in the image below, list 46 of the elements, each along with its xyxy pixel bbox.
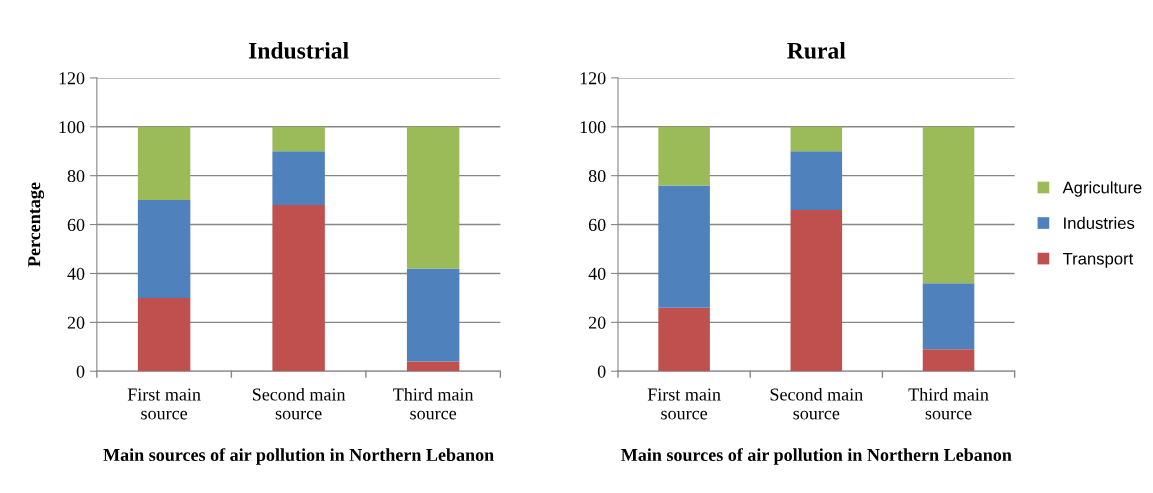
bar bbox=[272, 151, 325, 206]
y-tick-label: 0 bbox=[76, 365, 85, 378]
x-tick-label: Second main source bbox=[252, 387, 346, 420]
x-tick-label: Third main source bbox=[908, 387, 989, 420]
y-tick-label: 80 bbox=[67, 169, 85, 183]
bar bbox=[406, 268, 460, 362]
y-tick-label: 60 bbox=[588, 218, 606, 231]
y-tick-label: 40 bbox=[67, 267, 85, 280]
bar bbox=[658, 185, 710, 308]
bar bbox=[658, 126, 710, 186]
y-tick-label: 120 bbox=[580, 72, 606, 85]
bar bbox=[137, 297, 191, 372]
x-axis-title: Main sources of air pollution in Northern Lebanon bbox=[621, 448, 1012, 465]
y-tick-label: 0 bbox=[597, 365, 606, 378]
y-tick-label: 20 bbox=[67, 316, 85, 329]
bar bbox=[658, 307, 710, 372]
x-axis-title: Main sources of air pollution in Northern Lebanon bbox=[103, 448, 494, 465]
legend-label: Agriculture bbox=[1062, 181, 1142, 197]
bar bbox=[790, 126, 843, 152]
y-tick-label: 60 bbox=[67, 218, 85, 231]
legend-label: Industries bbox=[1064, 216, 1135, 230]
y-tick-label: 120 bbox=[59, 72, 85, 85]
y-axis-title: Percentage bbox=[28, 182, 45, 267]
x-tick-label: Second main source bbox=[770, 387, 863, 420]
legend-label: Transport bbox=[1062, 252, 1134, 268]
bar bbox=[406, 361, 460, 372]
bar bbox=[406, 126, 460, 269]
bar bbox=[137, 126, 191, 201]
y-tick-label: 20 bbox=[588, 316, 606, 329]
bar bbox=[272, 126, 325, 152]
bar bbox=[922, 126, 975, 284]
chart-title: Industrial bbox=[248, 42, 349, 59]
bar bbox=[790, 209, 843, 372]
x-tick-label: Third main source bbox=[393, 387, 474, 420]
bar bbox=[922, 349, 975, 372]
chart-title: Rural bbox=[787, 42, 846, 59]
x-tick-label: First main source bbox=[647, 388, 721, 420]
y-tick-label: 80 bbox=[588, 169, 606, 183]
bar bbox=[922, 283, 975, 350]
y-tick-label: 100 bbox=[580, 121, 606, 134]
bar bbox=[790, 151, 843, 210]
bar bbox=[272, 205, 325, 372]
y-tick-label: 40 bbox=[588, 267, 606, 280]
x-tick-label: First main source bbox=[127, 388, 201, 420]
bar bbox=[137, 200, 191, 298]
y-tick-label: 100 bbox=[59, 121, 85, 134]
